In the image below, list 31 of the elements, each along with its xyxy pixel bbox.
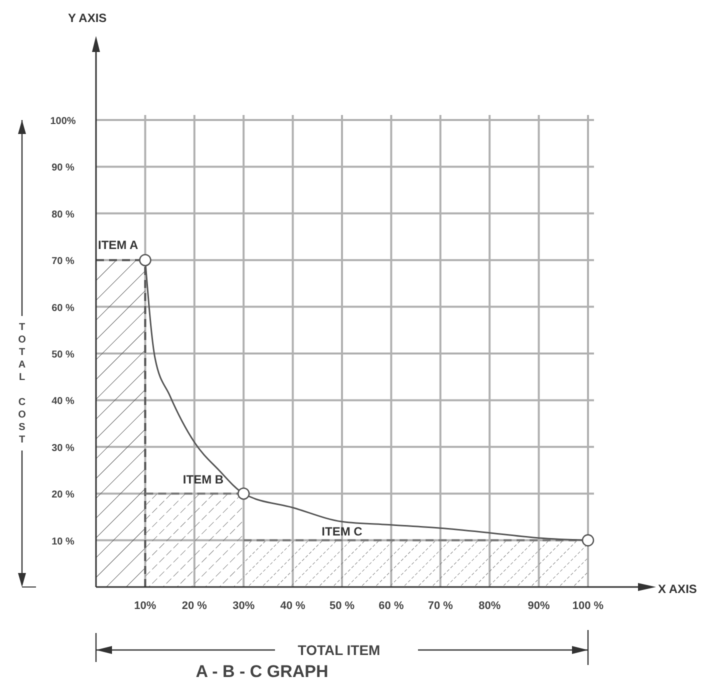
text: A - B - C GRAPH bbox=[196, 662, 328, 681]
y-tick-label: 90 % bbox=[52, 162, 75, 174]
x-tick-label: 80% bbox=[478, 600, 501, 612]
x-tick-label: 90% bbox=[528, 600, 550, 612]
y-tick-label: 70 % bbox=[52, 256, 75, 268]
text: Y AXIS bbox=[68, 11, 107, 25]
annotation: ITEM B bbox=[182, 472, 224, 487]
x-axis-title: TOTAL ITEM bbox=[298, 642, 380, 658]
x-tick-label: 100 % bbox=[572, 600, 604, 612]
y-tick-label: 30 % bbox=[52, 442, 75, 454]
y-tick-label: 80 % bbox=[52, 209, 75, 220]
text: X AXIS bbox=[658, 582, 697, 596]
y-tick-label: 10 % bbox=[52, 536, 75, 548]
point bbox=[139, 254, 152, 266]
y-tick-label: 100% bbox=[50, 116, 76, 127]
x-tick-label: 70 % bbox=[428, 600, 454, 612]
x-tick-label: 30% bbox=[232, 600, 255, 612]
y-tick-label: 50 % bbox=[52, 350, 75, 360]
point bbox=[237, 487, 250, 500]
y-tick-label: 60 % bbox=[52, 302, 75, 314]
x-tick-label: 20 % bbox=[182, 600, 208, 612]
y-tick-label: 40 % bbox=[52, 396, 75, 408]
point bbox=[582, 534, 594, 546]
x-tick-label: 40 % bbox=[280, 600, 306, 612]
x-tick-label: 60 % bbox=[378, 600, 404, 612]
annotation: ITEM C bbox=[322, 524, 363, 538]
x-tick-label: 10% bbox=[134, 600, 156, 612]
y-tick-label: 20 % bbox=[52, 490, 75, 501]
annotation: ITEM A bbox=[98, 238, 139, 252]
x-tick-label: 50 % bbox=[329, 600, 355, 612]
text: TOTAL COST bbox=[18, 322, 26, 446]
